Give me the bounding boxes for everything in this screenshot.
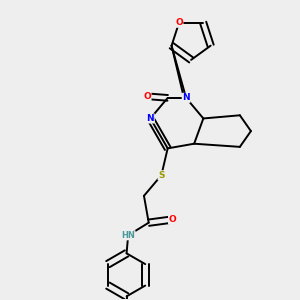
Text: O: O [175, 18, 183, 27]
Text: N: N [147, 114, 154, 123]
Text: O: O [169, 215, 176, 224]
Text: O: O [143, 92, 151, 101]
Text: HN: HN [121, 231, 135, 240]
Text: N: N [182, 93, 190, 102]
Text: S: S [158, 171, 165, 180]
